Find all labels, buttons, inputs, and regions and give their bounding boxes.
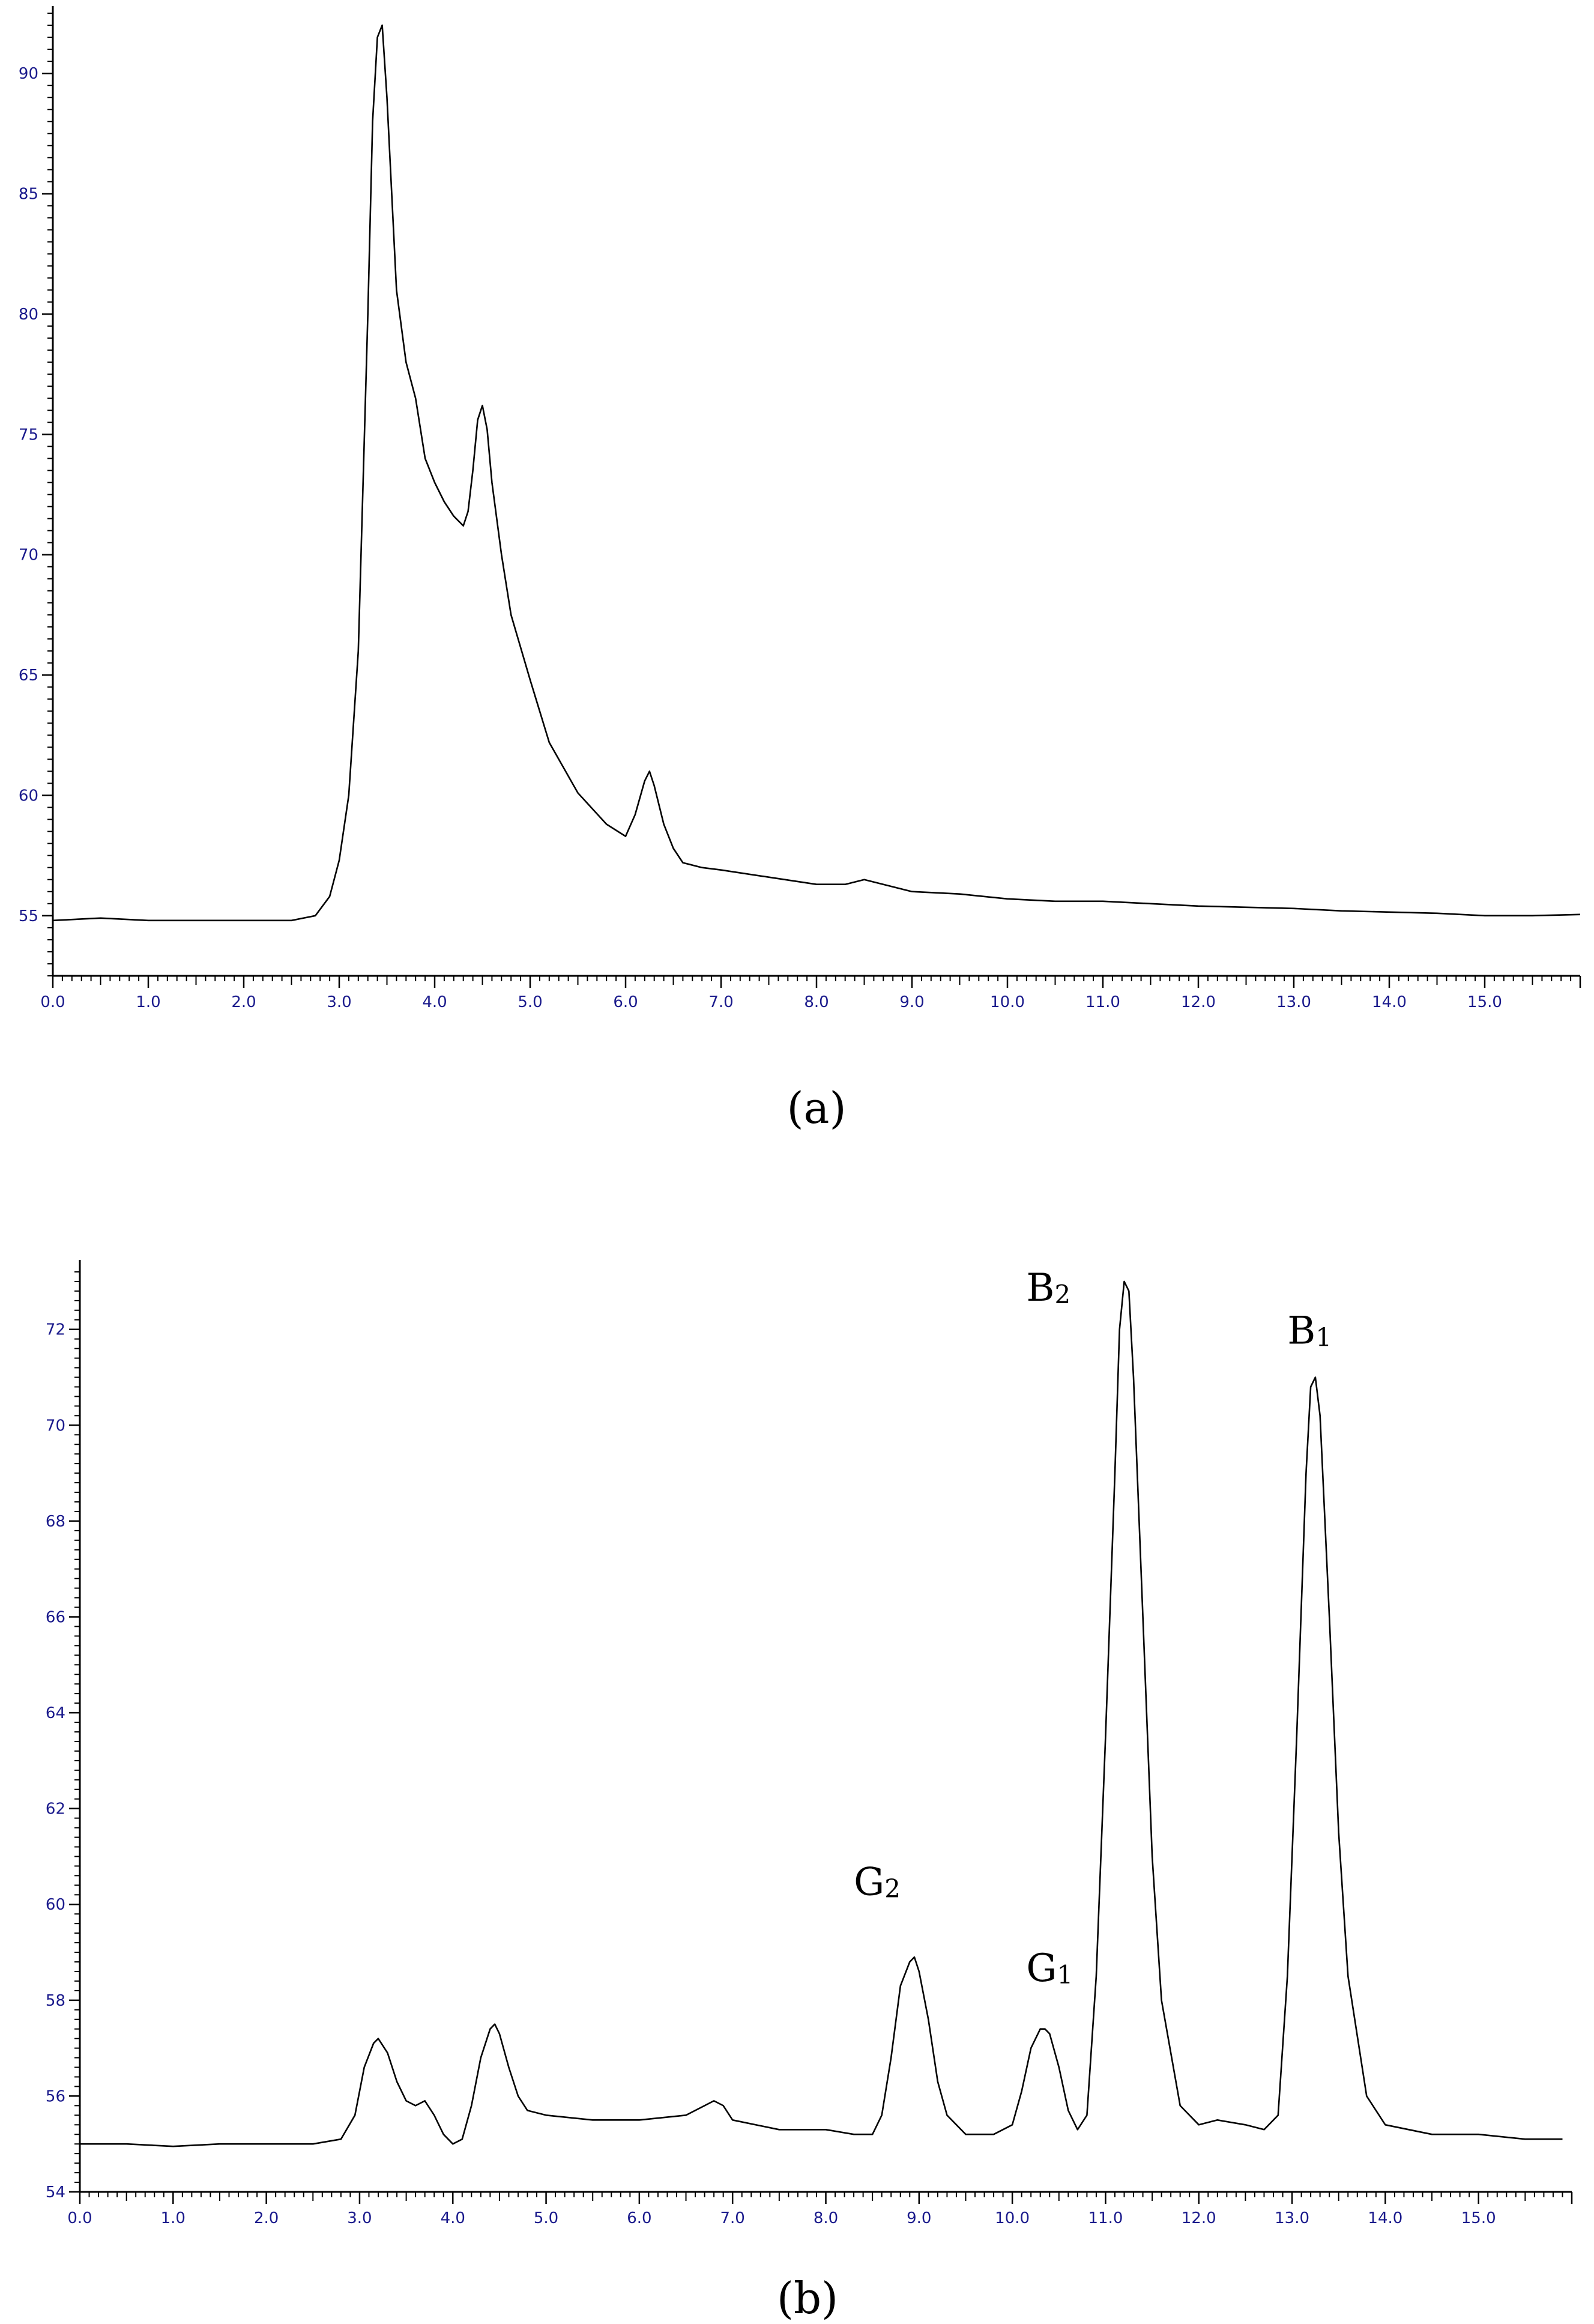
x-tick-label-a: 13.0: [1276, 993, 1311, 1011]
y-tick-label-b: 54: [46, 2183, 65, 2201]
peak-label-g2: G2: [854, 1860, 901, 1904]
x-tick-label-a: 7.0: [708, 993, 733, 1011]
panel-label-b: (b): [777, 2273, 838, 2323]
chart-panel-a: (a) 0.0 1.0 2.0 3.0 4.0 5.0 6.0 7.0 8.0 9.0 10.0 11…: [19, 6, 1581, 1133]
x-tick-label-b: 11.0: [1088, 2209, 1123, 2227]
x-tick-label-b: 4.0: [441, 2209, 465, 2227]
y-tick-label-a: 70: [19, 546, 38, 564]
x-tick-label-a: 14.0: [1372, 993, 1407, 1011]
x-tick-label-b: 15.0: [1461, 2209, 1496, 2227]
x-tick-label-a: 9.0: [899, 993, 924, 1011]
x-tick-label-b: 9.0: [907, 2209, 931, 2227]
y-tick-label-a: 85: [19, 186, 38, 204]
y-tick-label-b: 70: [46, 1417, 65, 1435]
x-tick-label-a: 6.0: [613, 993, 638, 1011]
x-tick-label-b: 13.0: [1275, 2209, 1309, 2227]
y-tick-label-a: 90: [19, 65, 38, 83]
x-tick-label-b: 7.0: [720, 2209, 745, 2227]
x-tick-label-a: 11.0: [1085, 993, 1120, 1011]
peak-label-b1: B1: [1287, 1309, 1332, 1354]
peak-label-g1: G1: [1026, 1946, 1073, 1991]
chromatogram-line-b: [80, 1280, 1563, 2147]
y-tick-label-b: 66: [46, 1608, 65, 1626]
y-tick-label-b: 58: [46, 1992, 65, 2010]
y-tick-label-b: 68: [46, 1513, 65, 1531]
y-tick-label-a: 60: [19, 787, 38, 805]
x-tick-label-b: 3.0: [347, 2209, 372, 2227]
x-tick-label-a: 2.0: [231, 993, 256, 1011]
chart-panel-b: (b) 0.0 1.0 2.0 3.0 4.0 5.0 6.0 7.0 8.0 9.0 10.0 11…: [46, 1260, 1573, 2323]
y-tick-label-b: 72: [46, 1321, 65, 1339]
x-tick-label-a: 5.0: [518, 993, 542, 1011]
x-tick-label-b: 14.0: [1368, 2209, 1402, 2227]
x-tick-label-b: 8.0: [814, 2209, 838, 2227]
peak-label-b2: B2: [1026, 1266, 1070, 1310]
chromatogram-line-a: [52, 24, 1581, 922]
y-tick-label-a: 55: [19, 907, 38, 925]
x-tick-label-a: 12.0: [1181, 993, 1216, 1011]
x-tick-label-a: 15.0: [1467, 993, 1502, 1011]
x-tick-label-a: 3.0: [327, 993, 351, 1011]
x-tick-label-b: 2.0: [254, 2209, 279, 2227]
y-tick-label-b: 64: [46, 1704, 65, 1722]
x-tick-label-b: 0.0: [67, 2209, 92, 2227]
panel-label-a: (a): [786, 1083, 846, 1133]
x-tick-label-b: 10.0: [995, 2209, 1030, 2227]
y-tick-label-a: 75: [19, 426, 38, 444]
x-tick-label-a: 4.0: [422, 993, 447, 1011]
x-tick-label-b: 12.0: [1182, 2209, 1216, 2227]
x-tick-label-a: 1.0: [136, 993, 160, 1011]
y-tick-label-a: 65: [19, 667, 38, 685]
x-tick-label-b: 5.0: [534, 2209, 558, 2227]
y-tick-label-b: 60: [46, 1896, 65, 1914]
x-tick-label-a: 10.0: [990, 993, 1025, 1011]
x-tick-label-a: 8.0: [804, 993, 829, 1011]
x-tick-label-a: 0.0: [40, 993, 65, 1011]
x-tick-label-b: 6.0: [627, 2209, 651, 2227]
y-tick-label-a: 80: [19, 306, 38, 324]
x-tick-label-b: 1.0: [161, 2209, 186, 2227]
y-tick-label-b: 62: [46, 1800, 65, 1818]
y-tick-label-b: 56: [46, 2087, 65, 2105]
